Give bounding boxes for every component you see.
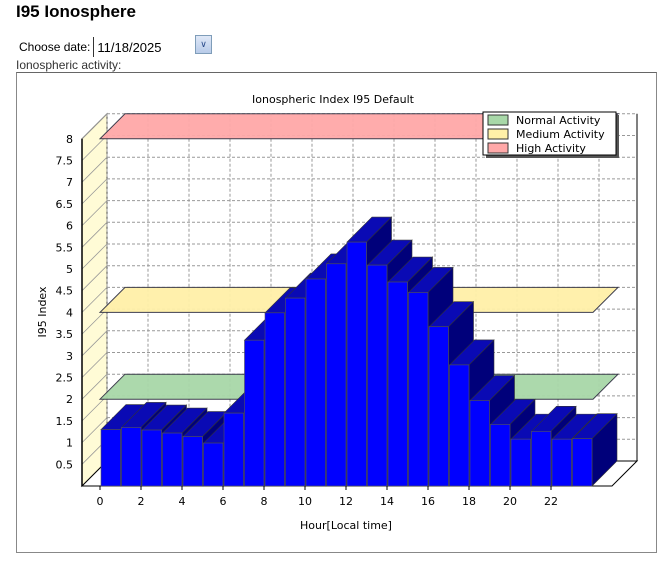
date-picker: Choose date: 11/18/2025 — [19, 37, 217, 57]
bar-front — [346, 241, 367, 487]
bar-front — [264, 312, 285, 487]
bar-front — [469, 400, 490, 487]
bar-front — [244, 339, 265, 487]
x-tick-label: 16 — [421, 495, 435, 508]
y-tick-label: 6 — [66, 220, 73, 233]
date-input[interactable]: 11/18/2025 — [93, 37, 217, 57]
wall-hatch — [81, 373, 108, 400]
y-tick-label: 3 — [66, 350, 73, 363]
bar-front — [305, 278, 326, 487]
wall-hatch — [81, 113, 108, 140]
legend-swatch — [487, 114, 509, 126]
bar-front — [490, 424, 511, 487]
bar-23 — [571, 412, 618, 487]
chevron-down-icon[interactable]: ∨ — [195, 35, 212, 54]
y-tick-label: 2.5 — [56, 372, 74, 385]
legend-swatch — [487, 128, 509, 140]
page-title: I95 Ionosphere — [16, 2, 136, 21]
wall-hatch — [81, 308, 108, 335]
wall-hatch — [81, 135, 108, 161]
wall-hatch — [81, 417, 108, 443]
wall-hatch — [81, 287, 108, 313]
y-tick-label: 7 — [66, 176, 73, 189]
wall-hatch — [81, 395, 108, 422]
legend-swatch — [487, 142, 509, 154]
date-label: Choose date: — [19, 40, 91, 54]
bar-front — [203, 442, 224, 487]
wall-hatch — [81, 178, 108, 205]
x-tick-label: 18 — [462, 495, 476, 508]
bar-front — [223, 412, 244, 487]
bar-front — [367, 264, 388, 487]
y-tick-label: 6.5 — [56, 198, 74, 211]
wall-hatch — [81, 265, 108, 291]
bar-front — [510, 438, 531, 487]
bar-front — [531, 431, 552, 487]
legend-label: High Activity — [516, 142, 586, 155]
y-tick-label: 5 — [66, 263, 73, 276]
wall-hatch — [81, 200, 108, 226]
x-tick-label: 8 — [261, 495, 268, 508]
y-tick-label: 4.5 — [56, 285, 74, 298]
x-axis-title: Hour[Local time] — [300, 519, 392, 532]
y-tick-label: 5.5 — [56, 241, 74, 254]
bar-front — [141, 429, 162, 487]
x-tick-label: 4 — [179, 495, 186, 508]
x-tick-label: 2 — [138, 495, 145, 508]
x-tick-label: 10 — [298, 495, 312, 508]
bar-front — [408, 292, 429, 487]
y-tick-label: 1.5 — [56, 415, 74, 428]
wall-hatch — [81, 222, 108, 248]
bar-front — [551, 438, 572, 487]
bar-front — [572, 438, 593, 487]
wall-hatch — [81, 352, 108, 378]
chart-frame — [16, 72, 657, 553]
bar-front — [449, 364, 470, 487]
bar-front — [387, 281, 408, 487]
bar-front — [100, 429, 121, 487]
x-tick-label: 22 — [544, 495, 558, 508]
wall-hatch — [81, 156, 108, 183]
x-tick-label: 12 — [339, 495, 353, 508]
chart-title: Ionospheric Index I95 Default — [252, 93, 415, 106]
x-tick-label: 20 — [503, 495, 517, 508]
bar-front — [182, 436, 203, 487]
y-tick-label: 7.5 — [56, 155, 74, 168]
bar-front — [162, 432, 183, 487]
bar-front — [428, 326, 449, 487]
wall-hatch — [81, 330, 108, 357]
y-tick-label: 0.5 — [56, 458, 74, 471]
bar-front — [121, 427, 142, 487]
legend-label: Medium Activity — [516, 128, 605, 141]
x-tick-label: 14 — [380, 495, 394, 508]
activity-label: Ionospheric activity: — [16, 58, 122, 72]
y-tick-label: 1 — [66, 437, 73, 450]
y-tick-label: 3.5 — [56, 328, 74, 341]
x-tick-label: 0 — [97, 495, 104, 508]
bar-front — [326, 263, 347, 487]
y-tick-label: 8 — [66, 133, 73, 146]
wall-hatch — [81, 243, 108, 270]
y-axis-title: I95 Index — [36, 286, 49, 338]
legend-label: Normal Activity — [516, 114, 601, 127]
y-tick-label: 4 — [66, 306, 73, 319]
y-tick-label: 2 — [66, 393, 73, 406]
bar-front — [285, 297, 306, 487]
x-tick-label: 6 — [220, 495, 227, 508]
